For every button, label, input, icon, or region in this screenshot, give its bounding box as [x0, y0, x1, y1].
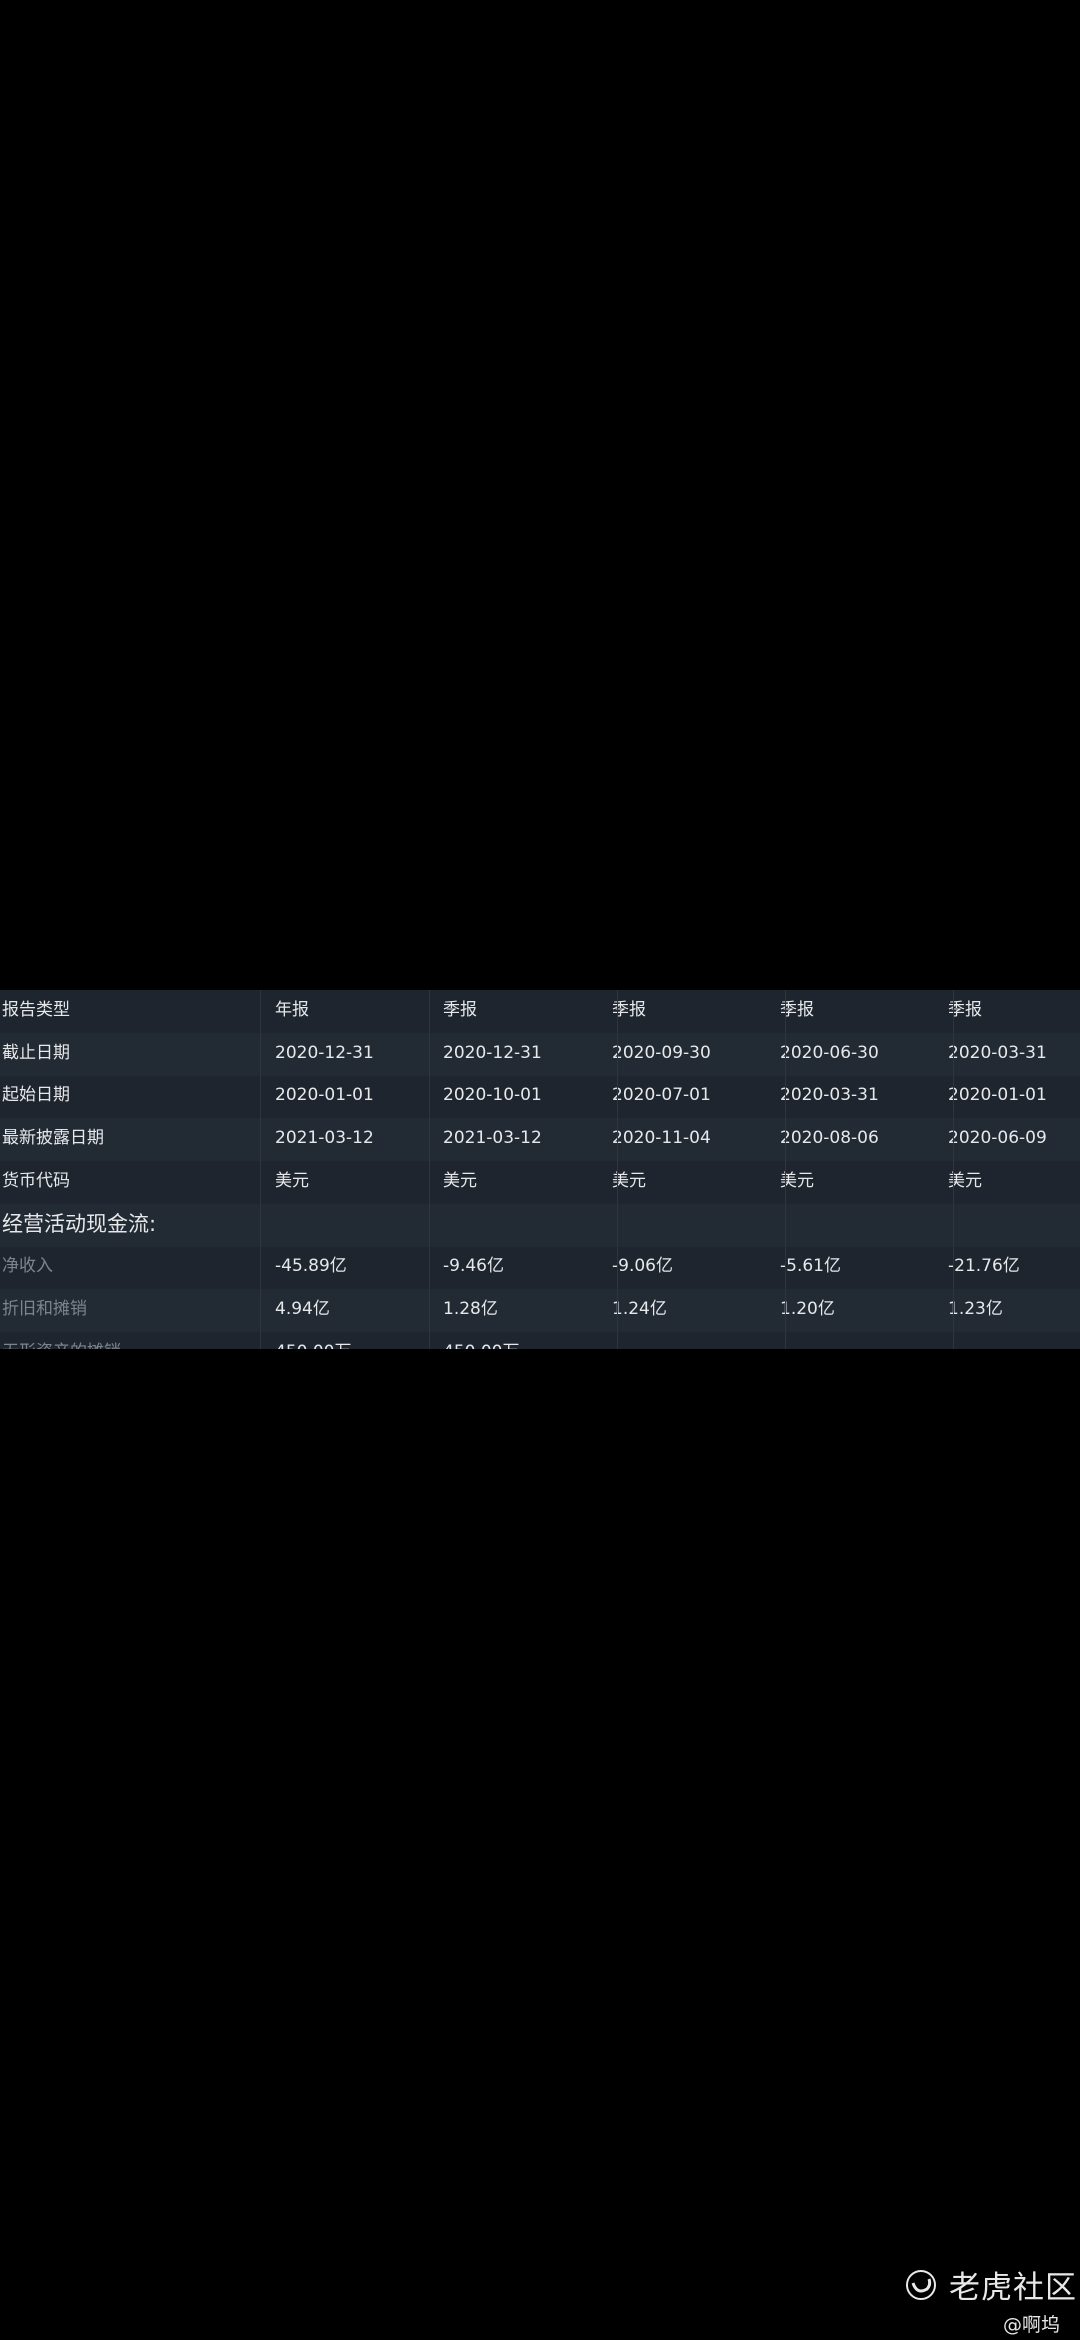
table-cell: 2020-09-30: [612, 1042, 711, 1063]
table-row: 无形资产的摊销 450.00万 450.00万 -- -- --: [0, 1332, 1080, 1349]
table-cell: --: [612, 1332, 624, 1349]
column-header: 年报: [275, 1000, 309, 1020]
table-cell: 2020-07-01: [612, 1085, 711, 1106]
table-cell: 2020-12-31: [275, 1042, 374, 1063]
table-cell: 2020-01-01: [275, 1085, 374, 1106]
table-cell: 2020-06-30: [780, 1042, 879, 1063]
column-divider: [785, 990, 786, 1349]
table-cell: 1.24亿: [612, 1298, 667, 1319]
column-header: 季报: [780, 1000, 814, 1020]
table-cell: 美元: [780, 1170, 814, 1191]
table-row: 经营活动现金流:: [0, 1203, 1080, 1247]
row-label: 起始日期: [2, 1085, 70, 1106]
table-row: 最新披露日期 2021-03-12 2021-03-12 2020-11-04 2020…: [0, 1118, 1080, 1162]
table-cell: 1.28亿: [443, 1298, 498, 1319]
row-label: 货币代码: [2, 1170, 70, 1191]
table-cell: 2020-08-06: [780, 1128, 879, 1149]
table-row: 折旧和摊销 4.94亿 1.28亿 1.24亿 1.20亿 1.23亿: [0, 1288, 1080, 1332]
table-cell: 美元: [612, 1170, 646, 1191]
table-cell: 美元: [275, 1170, 309, 1191]
column-header: 季报: [612, 1000, 646, 1020]
table-cell: 450.00万: [275, 1332, 351, 1349]
table-row: 货币代码 美元 美元 美元 美元 美元: [0, 1161, 1080, 1204]
column-divider: [617, 990, 618, 1349]
row-label: 经营活动现金流:: [2, 1211, 157, 1236]
table-cell: 美元: [948, 1170, 982, 1191]
table-cell: 2021-03-12: [275, 1128, 374, 1149]
table-cell: 美元: [443, 1170, 477, 1191]
column-divider: [429, 990, 430, 1349]
table-cell: 2020-01-01: [948, 1085, 1047, 1106]
table-cell: -9.06亿: [612, 1256, 673, 1277]
row-label: 折旧和摊销: [2, 1298, 87, 1319]
column-header: 季报: [948, 1000, 982, 1020]
table-cell: 4.94亿: [275, 1298, 330, 1319]
table-cell: -5.61亿: [780, 1256, 841, 1277]
cash-flow-table: 报告类型 年报 季报 季报 季报 季报截止日期 2020-12-31 2020-12-31 20…: [0, 990, 1080, 1349]
table-cell: 2020-11-04: [612, 1128, 711, 1149]
tiger-logo-icon: [906, 2269, 936, 2300]
table-row: 截止日期 2020-12-31 2020-12-31 2020-09-30 2020-0…: [0, 1032, 1080, 1076]
table-cell: -45.89亿: [275, 1256, 347, 1277]
table-cell: 2021-03-12: [443, 1128, 542, 1149]
watermark-brand: 老虎社区: [949, 2270, 1077, 2306]
row-label: 截止日期: [2, 1042, 70, 1063]
table-cell: 2020-12-31: [443, 1042, 542, 1063]
table-cell: 2020-03-31: [948, 1042, 1047, 1063]
table-cell: -9.46亿: [443, 1256, 504, 1277]
table-row: 净收入 -45.89亿 -9.46亿 -9.06亿 -5.61亿 -21.76亿: [0, 1246, 1080, 1289]
row-label: 净收入: [2, 1256, 53, 1277]
table-cell: 1.23亿: [948, 1298, 1003, 1319]
watermark-user: @啊坞: [1003, 2314, 1061, 2336]
table-cell: 2020-03-31: [780, 1085, 879, 1106]
column-divider: [953, 990, 954, 1349]
watermark: 老虎社区: [905, 2262, 1077, 2307]
table-header-row: 报告类型 年报 季报 季报 季报 季报: [0, 990, 1080, 1033]
header-label: 报告类型: [2, 1000, 70, 1020]
table-cell: 1.20亿: [780, 1298, 835, 1319]
table-row: 起始日期 2020-01-01 2020-10-01 2020-07-01 2020-0…: [0, 1075, 1080, 1118]
row-label: 最新披露日期: [2, 1128, 104, 1149]
table-cell: -21.76亿: [948, 1256, 1020, 1277]
column-header: 季报: [443, 1000, 477, 1020]
column-divider: [260, 990, 261, 1349]
table-cell: --: [948, 1332, 960, 1349]
table-cell: 2020-10-01: [443, 1085, 542, 1106]
row-label: 无形资产的摊销: [2, 1332, 121, 1349]
table-cell: 450.00万: [443, 1332, 519, 1349]
table-cell: --: [780, 1332, 792, 1349]
table-cell: 2020-06-09: [948, 1128, 1047, 1149]
